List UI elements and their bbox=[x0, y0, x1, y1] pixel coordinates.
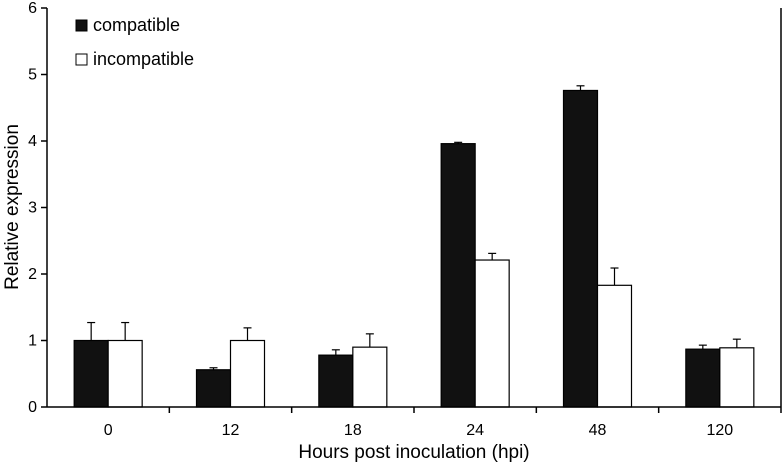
bar-incompatible-0 bbox=[107, 339, 143, 408]
y-tick-label: 1 bbox=[28, 333, 37, 350]
bar-incompatible-12 bbox=[229, 339, 266, 408]
x-tick-label: 24 bbox=[466, 422, 484, 439]
y-ticks: 0 1 2 3 4 5 6 bbox=[28, 0, 47, 416]
bar-incompatible-48 bbox=[596, 284, 633, 408]
x-ticks: 0 12 18 24 48 120 bbox=[104, 407, 782, 439]
y-tick-label: 5 bbox=[28, 67, 37, 84]
x-tick-label: 18 bbox=[344, 422, 362, 439]
x-tick-label: 12 bbox=[222, 422, 240, 439]
bar-incompatible-120 bbox=[719, 347, 755, 408]
x-tick-label: 120 bbox=[706, 422, 733, 439]
y-tick-label: 2 bbox=[28, 266, 37, 283]
bar-compatible-18 bbox=[318, 354, 354, 408]
legend-swatch-compatible bbox=[75, 19, 88, 32]
legend-label-incompatible: incompatible bbox=[93, 49, 194, 69]
bar-compatible-48 bbox=[562, 89, 599, 408]
legend-swatch-incompatible bbox=[75, 53, 88, 66]
y-tick-label: 0 bbox=[28, 399, 37, 416]
y-tick-label: 6 bbox=[28, 0, 37, 17]
y-tick-label: 4 bbox=[28, 133, 37, 150]
bar-compatible-12 bbox=[195, 369, 232, 408]
y-axis-title: Relative expression bbox=[2, 124, 23, 290]
x-tick-label: 48 bbox=[589, 422, 607, 439]
x-tick-label: 0 bbox=[104, 422, 113, 439]
legend-label-compatible: compatible bbox=[93, 15, 180, 35]
bar-incompatible-24 bbox=[474, 259, 510, 408]
bar-incompatible-18 bbox=[352, 346, 388, 408]
bar-compatible-0 bbox=[73, 339, 109, 408]
bar-compatible-24 bbox=[440, 143, 476, 408]
error-bars-layer bbox=[87, 85, 741, 370]
legend: compatible incompatible bbox=[75, 15, 194, 69]
bar-compatible-120 bbox=[685, 348, 721, 408]
y-tick-label: 3 bbox=[28, 200, 37, 217]
x-axis-title: Hours post inoculation (hpi) bbox=[298, 442, 529, 463]
bars-layer bbox=[73, 89, 755, 408]
